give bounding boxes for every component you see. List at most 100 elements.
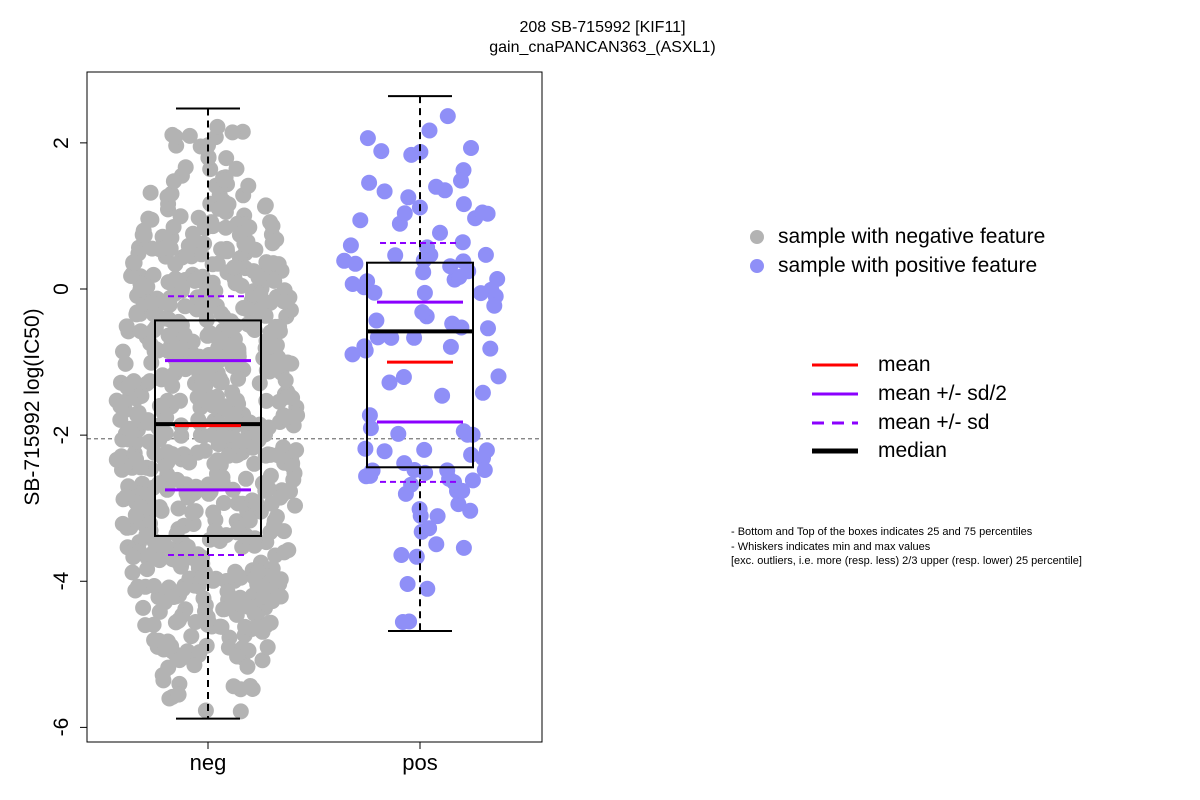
data-point [230, 370, 247, 387]
data-point [432, 224, 448, 241]
data-point [168, 526, 185, 543]
data-point [205, 504, 222, 521]
data-point [362, 420, 379, 437]
data-point [196, 442, 213, 459]
data-point [127, 582, 144, 599]
data-point [395, 369, 412, 385]
data-point [161, 296, 178, 313]
data-point [125, 373, 142, 390]
data-point [167, 256, 184, 273]
data-point [187, 614, 204, 630]
data-point [146, 632, 163, 649]
data-point [428, 178, 445, 195]
data-point [178, 246, 195, 263]
data-point [197, 304, 214, 321]
data-point [434, 387, 451, 404]
data-point [451, 269, 468, 285]
data-point [192, 427, 209, 444]
data-point [376, 183, 393, 200]
data-point [230, 567, 247, 584]
data-point [252, 286, 269, 303]
data-point [124, 564, 141, 581]
y-tick-label: -2 [50, 425, 73, 445]
data-point [262, 338, 279, 355]
data-point [204, 427, 221, 443]
data-point [160, 327, 177, 344]
data-point [482, 340, 499, 357]
data-point [172, 392, 188, 409]
data-point [264, 567, 281, 584]
data-point [151, 241, 168, 258]
data-point [216, 172, 233, 189]
data-point [183, 628, 200, 645]
data-point [455, 196, 472, 213]
data-point [429, 508, 446, 525]
x-tick-label: neg [189, 750, 227, 775]
data-point [419, 580, 436, 597]
data-point [252, 304, 269, 321]
data-point [421, 520, 438, 537]
data-point [213, 305, 229, 322]
data-point [129, 407, 146, 424]
data-point [170, 686, 187, 703]
data-point [476, 462, 493, 478]
data-point [232, 703, 249, 720]
data-point [246, 455, 263, 472]
data-point [356, 338, 373, 355]
data-point [151, 475, 168, 492]
data-point [381, 374, 398, 391]
data-point [271, 393, 288, 410]
data-point [245, 263, 262, 280]
data-point [408, 548, 425, 565]
data-point [167, 270, 184, 287]
data-point [170, 500, 187, 517]
data-point [472, 285, 489, 302]
data-point [390, 425, 407, 442]
data-point [157, 425, 174, 442]
data-point [266, 272, 283, 289]
data-point [235, 300, 252, 316]
data-point [184, 504, 201, 521]
data-point [289, 407, 306, 424]
data-point [229, 648, 246, 665]
data-point [233, 277, 250, 294]
y-tick-label: 2 [50, 137, 73, 149]
data-point [143, 295, 160, 311]
data-point [264, 218, 281, 234]
data-point [167, 128, 184, 145]
note-whiskers: - Whiskers indicates min and max values [731, 541, 931, 553]
data-point [241, 512, 258, 529]
data-point [344, 276, 361, 292]
data-point [145, 616, 162, 633]
data-point [357, 440, 374, 457]
data-point [257, 617, 274, 634]
data-point [197, 702, 214, 719]
data-point [123, 268, 140, 284]
data-point [463, 140, 479, 156]
data-point [215, 495, 232, 511]
data-point [454, 234, 471, 251]
data-point [239, 658, 256, 675]
data-point [428, 536, 445, 553]
chart-title-line1: 208 SB-715992 [KIF11] [519, 19, 686, 36]
data-point [149, 537, 166, 554]
data-point [181, 454, 198, 471]
data-point [117, 355, 134, 372]
data-point [219, 583, 236, 600]
data-point [196, 217, 213, 233]
chart-title-line2: gain_cnaPANCAN363_(ASXL1) [489, 39, 716, 56]
data-point [132, 498, 149, 515]
data-point [165, 219, 182, 235]
data-point [189, 289, 206, 306]
data-point [462, 502, 479, 519]
data-point [142, 184, 159, 201]
data-point [232, 589, 249, 606]
data-point [174, 581, 191, 598]
data-point [246, 530, 263, 547]
data-point [153, 371, 170, 388]
data-point [400, 189, 417, 206]
data-point [246, 605, 263, 622]
data-point [480, 320, 496, 337]
data-point [169, 471, 186, 488]
data-point [275, 293, 292, 310]
